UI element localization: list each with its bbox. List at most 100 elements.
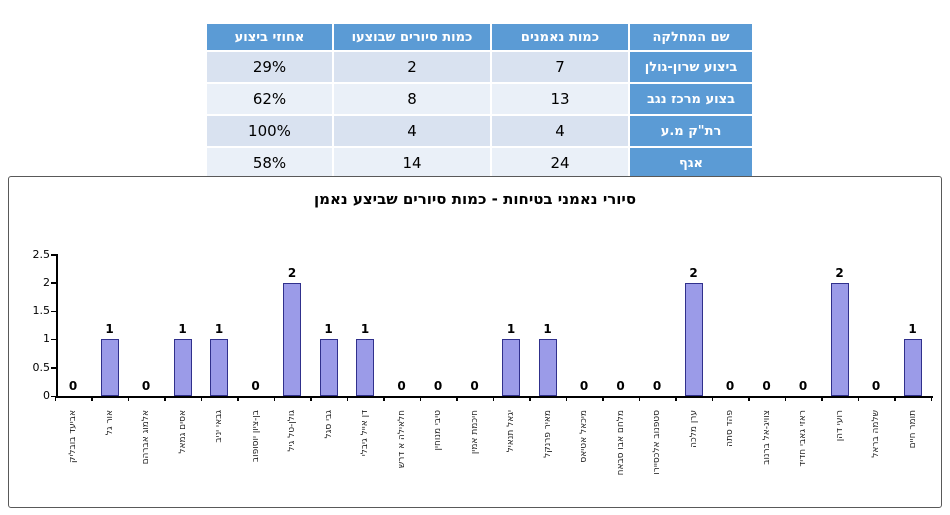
x-axis-label: חלאילה א דרש <box>396 403 408 503</box>
header-percent: אחוזי ביצוע <box>207 24 332 50</box>
y-tick-label: 2.5 <box>32 247 51 261</box>
x-axis-label: אביעד בובליק <box>67 403 79 503</box>
x-axis-label: בן-ציון יוסופוב <box>250 403 262 503</box>
x-axis-label-text: אביעד בובליק <box>68 410 78 464</box>
x-axis-label: תומר חיים <box>907 403 919 503</box>
bar-value-label: 0 <box>397 379 406 393</box>
chart-title: סיורי נאמני בטיחות - כמות סיורים שביצע נ… <box>313 190 637 208</box>
tours-cell: 8 <box>334 84 490 114</box>
y-tick-label: 2 <box>43 275 50 289</box>
y-tick-mark <box>51 282 56 284</box>
x-axis-label-text: צוויג-אל ברנוב <box>761 410 772 465</box>
x-axis-label: רועי דהן <box>834 403 846 503</box>
bar-value-label: 2 <box>689 265 698 280</box>
x-axis-label-text: חיכמת אמין <box>469 410 480 455</box>
x-tick-mark <box>711 397 714 401</box>
x-axis-label: טיבי מנוחין <box>432 403 444 503</box>
percent-cell: 100% <box>207 116 332 146</box>
tours-cell: 2 <box>334 52 490 82</box>
bar-value-label: 0 <box>68 379 78 393</box>
bar-value-label: 0 <box>798 379 808 393</box>
x-tick-mark <box>383 397 385 401</box>
table-row: בצוע מרכז נגב 13 8 62% <box>207 84 752 114</box>
table-header-row: שם המחלקה כמות נאמנים כמות סיורים שבוצעו אח… <box>207 24 752 50</box>
x-axis-label: ראזי גאבי חדיד <box>797 403 809 503</box>
x-tick-mark <box>54 397 57 401</box>
x-tick-mark <box>602 397 604 401</box>
x-tick-mark <box>164 397 166 401</box>
x-tick-mark <box>346 397 349 401</box>
y-tick-label: 1 <box>43 332 50 346</box>
bar-value-label: 1 <box>324 322 333 337</box>
department-name-cell: רת"ק מ.ע <box>630 116 752 146</box>
trustees-cell: 13 <box>492 84 628 114</box>
x-axis-label-text: רועי דהן <box>834 410 845 442</box>
percent-cell: 62% <box>207 84 332 114</box>
y-tick-mark <box>51 338 56 341</box>
x-axis-label: פהד סתה <box>724 403 736 503</box>
summary-table-body: שם המחלקה כמות נאמנים כמות סיורים שבוצעו אח… <box>207 24 752 178</box>
x-axis-label: אסים גמאל <box>177 403 189 503</box>
x-axis-label-text: גבי סגל <box>323 410 334 439</box>
bar-value-label: 1 <box>105 322 114 337</box>
x-tick-mark <box>638 397 641 401</box>
bar-value-label: 1 <box>360 322 370 337</box>
x-tick-mark <box>857 397 860 401</box>
x-tick-mark <box>930 397 933 401</box>
x-axis-label-text: בן-ציון יוסופוב <box>250 410 261 463</box>
x-axis-label-text: גבאי יניב <box>214 410 224 443</box>
bar-value-label: 0 <box>762 379 771 393</box>
x-axis-label-text: שלמה בראל <box>871 410 881 458</box>
x-tick-mark <box>821 397 823 401</box>
x-axis-label: גבאי יניב <box>213 403 225 503</box>
y-axis-line <box>56 254 58 397</box>
bar <box>903 339 922 396</box>
x-axis-label-text: אלמוג אברהם <box>141 410 151 465</box>
bar-value-label: 0 <box>141 379 151 393</box>
bar <box>283 282 301 396</box>
x-tick-mark <box>894 397 896 401</box>
x-axis-label-text: דן אייל גיבלי <box>360 410 370 457</box>
x-axis-label-text: מלחם אבו סבאח <box>615 410 626 476</box>
table-row: רת"ק מ.ע 4 4 100% <box>207 116 752 146</box>
bar-value-label: 2 <box>287 265 297 280</box>
table-row: אגף 24 14 58% <box>207 148 752 178</box>
x-tick-mark <box>492 397 495 401</box>
table-row: ביצוע שרון-גולן 7 2 29% <box>207 52 752 82</box>
x-axis-label: מלחם אבו סבאח <box>615 403 627 503</box>
bar <box>684 282 703 396</box>
header-trustees: כמות נאמנים <box>492 24 628 50</box>
x-tick-mark <box>748 397 750 401</box>
x-axis-label: מאיר פרנקל <box>542 403 554 503</box>
percent-cell: 58% <box>207 148 332 178</box>
y-tick-mark <box>51 310 56 313</box>
bar-value-label: 1 <box>908 322 917 337</box>
bar-value-label: 0 <box>652 379 662 393</box>
x-axis-label: גבי סגל <box>323 403 335 503</box>
x-axis-label-text: סטפנוב אלכסיירו <box>652 410 662 475</box>
bar-value-label: 1 <box>178 322 187 337</box>
x-tick-mark <box>127 397 130 401</box>
bar-value-label: 0 <box>871 379 881 393</box>
x-axis-label: ערן מלכה <box>688 403 700 503</box>
x-axis-label-text: חלאילה א דרש <box>396 410 407 469</box>
department-name-cell: בצוע מרכז נגב <box>630 84 752 114</box>
x-tick-mark <box>200 397 203 401</box>
bar <box>538 339 557 396</box>
x-axis-label: מיכאל אטיאס <box>578 403 590 503</box>
x-axis-label: סטפנוב אלכסיירו <box>651 403 663 503</box>
percent-cell: 29% <box>207 52 332 82</box>
tours-cell: 14 <box>334 148 490 178</box>
bar-value-label: 0 <box>470 379 479 393</box>
x-axis-label-text: אסים גמאל <box>177 410 188 454</box>
x-tick-mark <box>565 397 568 401</box>
department-name-cell: אגף <box>630 148 752 178</box>
bar <box>319 339 338 396</box>
x-axis-label: גולן-טל גיל <box>286 403 298 503</box>
x-axis-label: צוויג-אל ברנוב <box>761 403 773 503</box>
bar <box>502 339 520 396</box>
x-axis-label-text: גולן-טל גיל <box>287 410 297 452</box>
bar <box>100 339 119 396</box>
summary-table: שם המחלקה כמות נאמנים כמות סיורים שבוצעו אח… <box>205 22 754 180</box>
